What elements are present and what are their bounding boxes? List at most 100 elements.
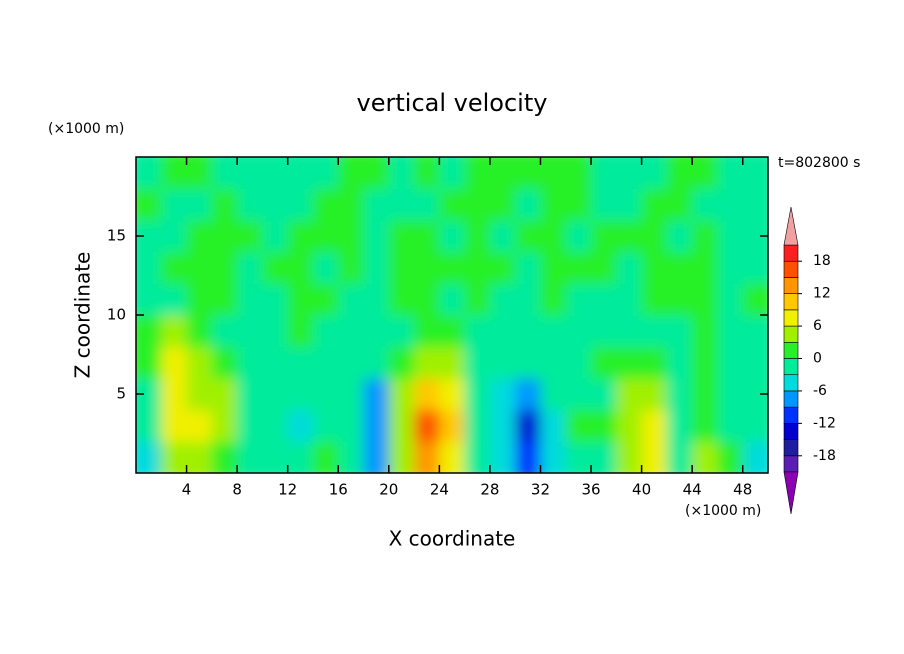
contour-cell [565, 188, 592, 221]
colorbar-box [783, 406, 799, 424]
contour-cell [692, 220, 718, 253]
x-tick-label: 12 [278, 481, 297, 499]
contour-cell [414, 251, 440, 284]
contour-cell [489, 220, 516, 253]
contour-cell [692, 188, 718, 221]
contour-cell [692, 283, 718, 316]
colorbar-box [783, 277, 799, 294]
contour-cell [136, 220, 162, 253]
contour-cell [211, 378, 238, 411]
contour-cell [692, 251, 718, 284]
contour-cell [439, 441, 466, 473]
colorbar-box [783, 341, 799, 359]
contour-cell [666, 441, 693, 473]
contour-cell [464, 220, 491, 253]
contour-cell [414, 157, 440, 190]
contour-cell [388, 188, 415, 221]
contour-cell [742, 188, 768, 221]
contour-cell [211, 409, 238, 442]
colorbar-box [783, 260, 799, 278]
colorbar-box [783, 374, 799, 392]
contour-cell [262, 220, 289, 253]
contour-cell [186, 188, 213, 221]
contour-cell [489, 315, 516, 348]
contour-cell [388, 251, 415, 284]
contour-cell [186, 315, 213, 348]
contour-cell [363, 378, 390, 411]
contour-cell [616, 378, 643, 411]
contour-cell [641, 220, 668, 253]
contour-cell [262, 283, 289, 316]
contour-cell [388, 283, 415, 316]
contour-cell [692, 346, 718, 379]
contour-cell [136, 441, 162, 473]
contour-cell [287, 441, 314, 473]
contour-cell [464, 157, 491, 190]
contour-cell [312, 251, 339, 284]
contour-cell [641, 378, 668, 411]
contour-cell [262, 441, 289, 473]
contour-cell [161, 378, 188, 411]
contour-cell [312, 157, 339, 190]
contour-cell [515, 188, 541, 221]
contour-cell [616, 283, 643, 316]
contour-cell [616, 346, 643, 379]
colorbar-box [783, 423, 799, 440]
contour-cell [414, 378, 440, 411]
chart-title: vertical velocity [357, 89, 548, 117]
contour-cell [211, 220, 238, 253]
contour-cell [338, 346, 365, 379]
contour-cell [616, 220, 643, 253]
colorbar-box [783, 439, 799, 457]
contour-cell [717, 220, 744, 253]
contour-cell [161, 283, 188, 316]
contour-cell [489, 188, 516, 221]
contour-cell [211, 315, 238, 348]
contour-cell [186, 220, 213, 253]
contour-cell [717, 157, 744, 190]
contour-cell [717, 251, 744, 284]
contour-cell [136, 188, 162, 221]
contour-cell [641, 188, 668, 221]
contour-cell [338, 378, 365, 411]
contour-cell [136, 251, 162, 284]
contour-cell [489, 409, 516, 442]
colorbar-tick-label: -12 [813, 415, 836, 431]
contour-cell [515, 315, 541, 348]
x-tick-label: 32 [531, 481, 550, 499]
contour-cell [363, 251, 390, 284]
contour-cell [338, 409, 365, 442]
contour-cell [540, 315, 567, 348]
colorbar-box [783, 309, 799, 327]
y-tick-label: 5 [116, 385, 126, 403]
contour-cell [388, 378, 415, 411]
colorbar-tick-label: -6 [813, 383, 827, 399]
contour-cell [616, 251, 643, 284]
contour-cell [565, 157, 592, 190]
contour-cell [565, 441, 592, 473]
contour-cell [287, 315, 314, 348]
contour-cell [338, 315, 365, 348]
contour-cell [540, 346, 567, 379]
contour-cell [414, 283, 440, 316]
contour-cell [591, 157, 617, 190]
contour-cell [136, 315, 162, 348]
contour-cell [211, 283, 238, 316]
contour-cell [237, 188, 263, 221]
contour-cell [489, 283, 516, 316]
contour-cell [312, 315, 339, 348]
contour-cell [666, 220, 693, 253]
contour-cell [489, 346, 516, 379]
contour-cell [591, 283, 617, 316]
contour-cell [439, 409, 466, 442]
contour-cell [742, 251, 768, 284]
contour-cell [565, 251, 592, 284]
contour-cell [692, 157, 718, 190]
contour-cell [388, 220, 415, 253]
y-tick-label: 15 [107, 227, 126, 245]
contour-cell [388, 409, 415, 442]
x-tick-label: 4 [182, 481, 192, 499]
contour-cell [742, 441, 768, 473]
contour-cell [591, 346, 617, 379]
contour-cell [338, 220, 365, 253]
